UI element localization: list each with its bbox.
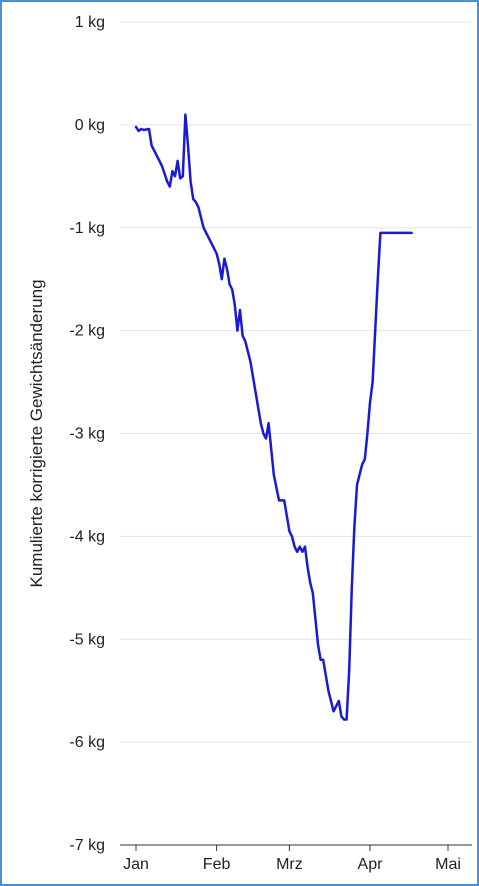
y-tick-label: -4 kg [69,528,105,545]
series-lines [134,113,413,721]
x-tick-label: Apr [358,856,384,873]
y-tick-label: 1 kg [75,14,105,31]
x-tick-labels: Jan Feb Mrz Apr Mai [123,856,461,873]
y-tick-label: 0 kg [75,117,105,134]
y-tick-label: -2 kg [69,323,105,340]
y-axis-title: Kumulierte korrigierte Gewichtsänderung [27,279,46,587]
x-tick-label: Mai [435,856,461,873]
x-tick-label: Feb [203,856,231,873]
x-axis [120,844,472,851]
x-tick-label: Mrz [276,856,303,873]
y-tick-label: -5 kg [69,631,105,648]
y-tick-labels: 1 kg 0 kg -1 kg -2 kg -3 kg -4 kg -5 kg -6 kg -7… [69,14,105,854]
y-tick-label: -3 kg [69,426,105,443]
series-line [134,113,413,721]
y-tick-label: -6 kg [69,734,105,751]
x-tick-label: Jan [123,856,149,873]
y-tick-label: -1 kg [69,220,105,237]
gridlines [120,21,472,743]
y-tick-label: -7 kg [69,837,105,854]
